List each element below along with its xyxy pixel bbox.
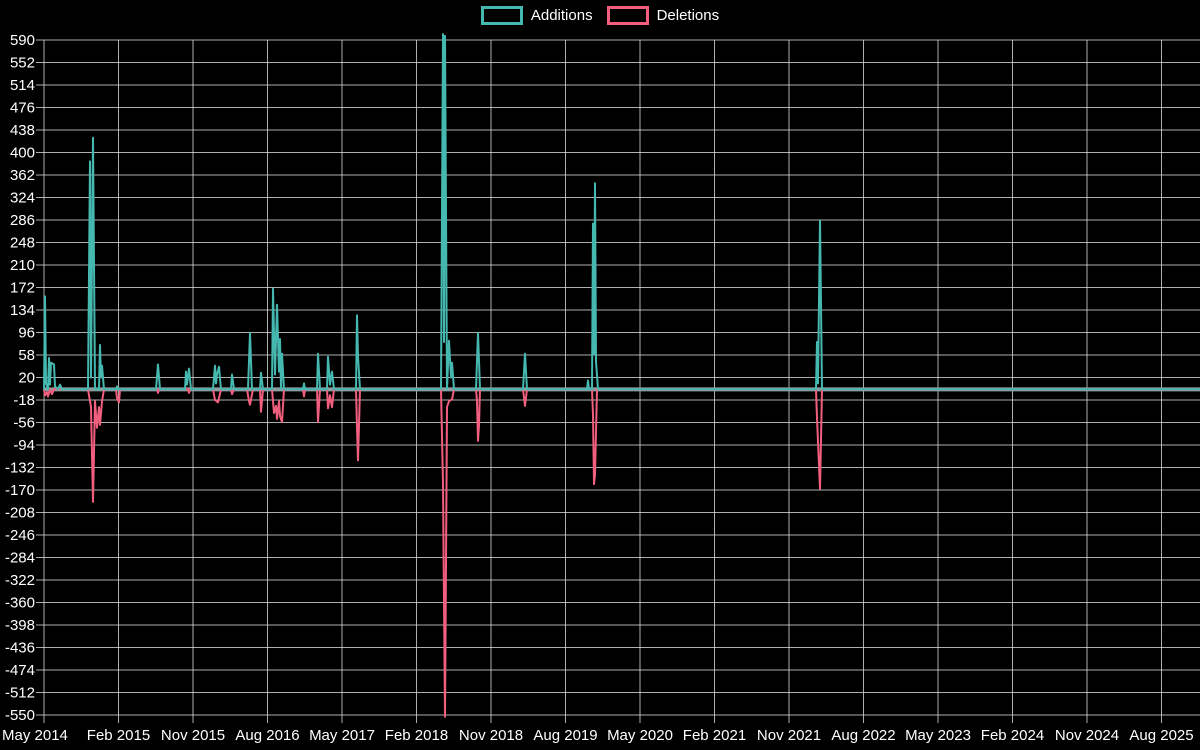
- y-axis-tick-label: -56: [13, 415, 35, 432]
- y-axis-tick-label: -132: [5, 460, 35, 477]
- deletions-swatch-icon: [606, 6, 649, 25]
- y-axis-tick-label: -284: [5, 550, 35, 567]
- chart-legend: Additions Deletions: [0, 6, 1200, 25]
- y-axis-tick-label: 210: [10, 257, 35, 274]
- y-axis-tick-label: 324: [10, 190, 35, 207]
- y-axis-tick-label: 286: [10, 212, 35, 229]
- y-axis-tick-label: 362: [10, 167, 35, 184]
- x-axis-tick-label: Aug 2019: [533, 727, 597, 744]
- y-axis-tick-label: -474: [5, 662, 35, 679]
- x-axis-tick-label: Nov 2018: [459, 727, 523, 744]
- x-axis-tick-label: May 2023: [905, 727, 971, 744]
- y-axis-tick-label: -170: [5, 482, 35, 499]
- x-axis-tick-label: Aug 2025: [1129, 727, 1193, 744]
- y-axis-tick-label: 96: [18, 325, 35, 342]
- y-axis-tick-label: 438: [10, 122, 35, 139]
- x-axis-tick-label: Aug 2022: [831, 727, 895, 744]
- x-axis-tick-label: May 2014: [2, 727, 68, 744]
- y-axis-tick-label: -360: [5, 595, 35, 612]
- y-axis-tick-label: -512: [5, 685, 35, 702]
- y-axis-tick-label: 400: [10, 145, 35, 162]
- y-axis-tick-label: 248: [10, 235, 35, 252]
- y-axis-tick-label: -398: [5, 617, 35, 634]
- y-axis-tick-label: 552: [10, 55, 35, 72]
- x-axis-tick-label: Nov 2024: [1055, 727, 1119, 744]
- x-axis-tick-label: May 2020: [607, 727, 673, 744]
- y-axis-tick-label: 514: [10, 77, 35, 94]
- x-axis-tick-label: May 2017: [309, 727, 375, 744]
- y-axis-tick-label: -550: [5, 707, 35, 724]
- legend-item-deletions[interactable]: Deletions: [606, 6, 720, 25]
- additions-legend-label: Additions: [530, 7, 593, 24]
- y-axis-tick-label: -94: [13, 437, 35, 454]
- y-axis-tick-label: 20: [18, 370, 35, 387]
- y-axis-tick-label: -18: [13, 392, 35, 409]
- x-axis-tick-label: Nov 2021: [757, 727, 821, 744]
- y-axis-tick-label: -322: [5, 572, 35, 589]
- y-axis-tick-label: 590: [10, 32, 35, 49]
- x-axis-tick-label: Nov 2015: [161, 727, 225, 744]
- x-axis-tick-label: Feb 2024: [981, 727, 1044, 744]
- y-axis-tick-label: -436: [5, 640, 35, 657]
- legend-item-additions[interactable]: Additions: [480, 6, 593, 25]
- x-axis-tick-label: Feb 2021: [683, 727, 746, 744]
- y-axis-tick-label: -246: [5, 527, 35, 544]
- deletions-legend-label: Deletions: [656, 7, 720, 24]
- y-axis-tick-label: 172: [10, 280, 35, 297]
- deletions-series-line: [43, 388, 1200, 718]
- y-axis-tick-label: 134: [10, 302, 35, 319]
- y-axis-tick-label: 58: [18, 347, 35, 364]
- additions-series-line: [43, 33, 1200, 391]
- x-axis-tick-label: Feb 2015: [87, 727, 150, 744]
- y-axis-tick-label: -208: [5, 505, 35, 522]
- x-axis-tick-label: Aug 2016: [235, 727, 299, 744]
- y-axis-tick-label: 476: [10, 100, 35, 117]
- x-axis-tick-label: Feb 2018: [385, 727, 448, 744]
- additions-swatch-icon: [480, 6, 523, 25]
